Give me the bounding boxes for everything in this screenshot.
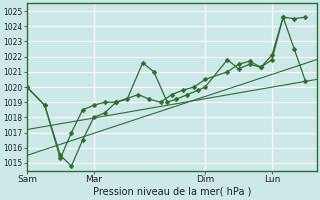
X-axis label: Pression niveau de la mer( hPa ): Pression niveau de la mer( hPa ): [92, 187, 251, 197]
